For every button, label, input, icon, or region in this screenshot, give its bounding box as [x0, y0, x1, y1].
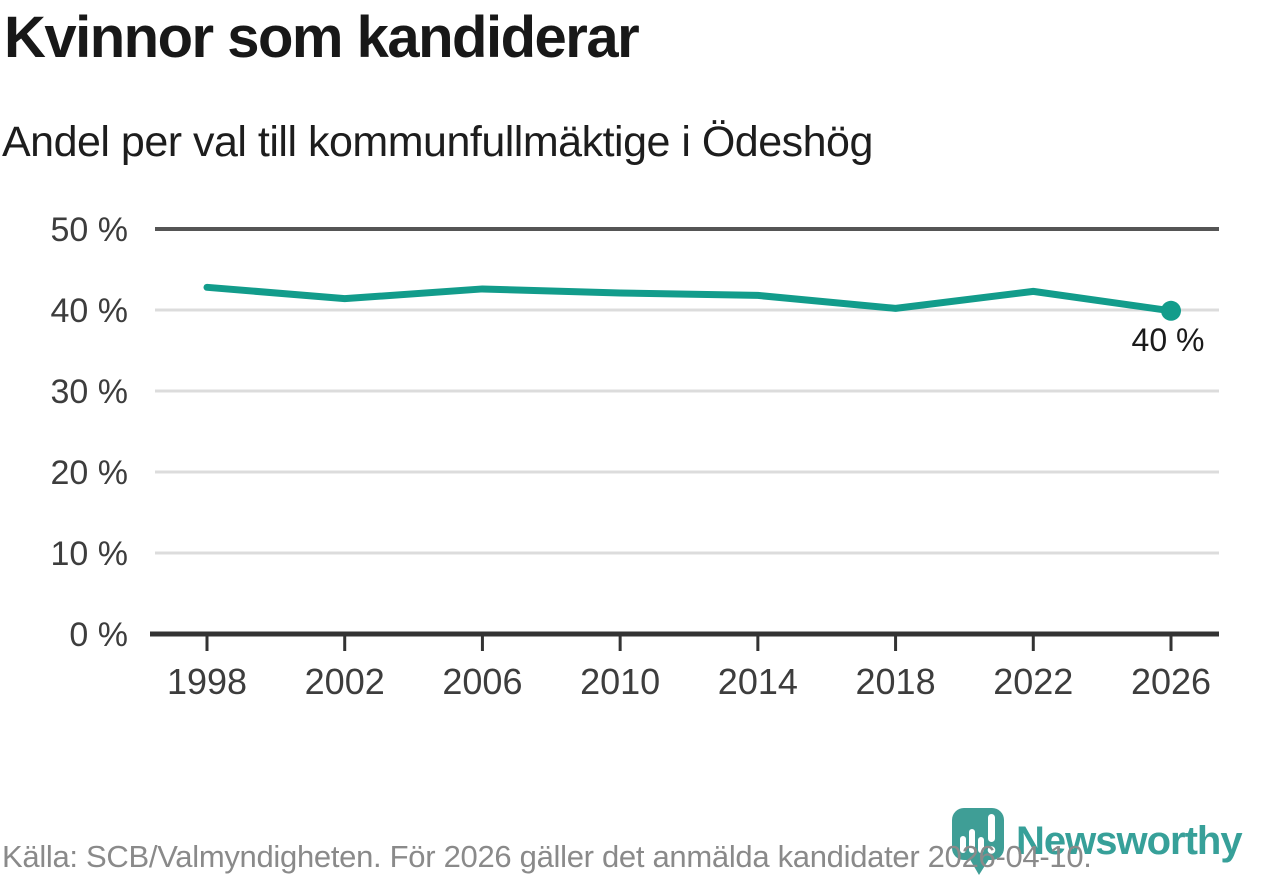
- y-axis-label: 0 %: [69, 616, 128, 654]
- end-point-value-label: 40 %: [1132, 322, 1205, 358]
- x-axis-label: 2014: [718, 661, 798, 702]
- x-axis-label: 2002: [305, 661, 385, 702]
- y-axis-label: 30 %: [51, 373, 129, 411]
- x-axis-label: 2010: [580, 661, 660, 702]
- newsworthy-logo-text: Newsworthy: [1016, 819, 1243, 863]
- end-point-marker: [1161, 300, 1181, 321]
- y-axis-label: 50 %: [51, 211, 129, 249]
- chart-title: Kvinnor som kandiderar: [4, 5, 640, 70]
- y-axis-label: 40 %: [51, 292, 129, 330]
- newsworthy-logo: Newsworthy: [948, 806, 1243, 877]
- y-axis-label: 20 %: [51, 454, 129, 492]
- data-line: [203, 283, 1175, 315]
- source-note: Källa: SCB/Valmyndigheten. För 2026 gäll…: [2, 839, 1092, 874]
- x-axis-label: 2022: [993, 661, 1073, 702]
- x-axis-label: 1998: [167, 661, 247, 702]
- x-axis-label: 2006: [442, 661, 522, 702]
- x-axis-label: 2018: [856, 661, 936, 702]
- chart-subtitle: Andel per val till kommunfullmäktige i Ö…: [2, 118, 873, 166]
- x-axis-label: 2026: [1131, 661, 1211, 702]
- y-axis-label: 10 %: [51, 535, 129, 573]
- newsworthy-logo-icon: [952, 808, 1004, 875]
